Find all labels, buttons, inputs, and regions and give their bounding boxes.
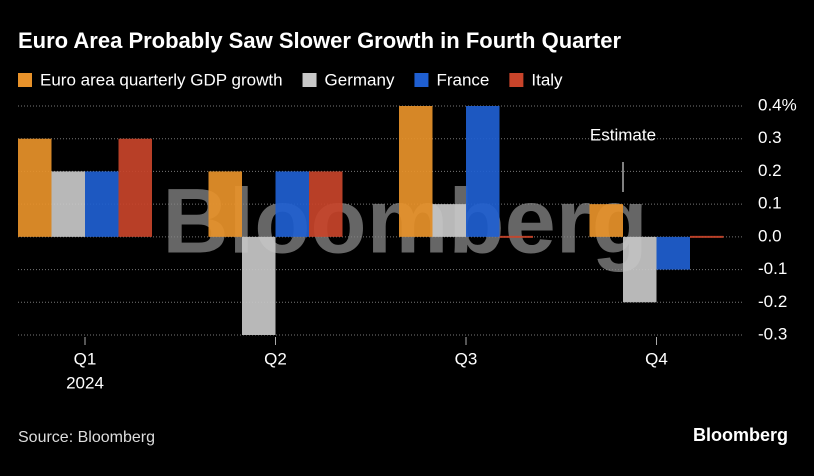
y-tick-label: 0.0 [758,226,782,245]
bar [51,171,85,237]
chart-title: Euro Area Probably Saw Slower Growth in … [18,28,621,53]
y-tick-label: 0.3 [758,128,782,147]
x-tick-label: Q3 [455,349,478,368]
legend-label: Germany [325,70,395,89]
x-year-label: 2024 [66,373,104,392]
y-tick-label: 0.2 [758,161,782,180]
bar [208,171,242,237]
bar [118,138,152,237]
bar [690,235,724,238]
bar [275,171,309,237]
x-tick-label: Q2 [264,349,287,368]
legend-swatch [414,73,429,87]
legend-label: Italy [531,70,563,89]
legend-swatch [302,73,317,87]
bar [623,236,657,303]
legend-label: France [436,70,489,89]
x-tick-label: Q1 [74,349,97,368]
bar [432,204,466,237]
bar [309,171,343,237]
legend-label: Euro area quarterly GDP growth [40,70,283,89]
y-tick-label: -0.3 [758,324,787,343]
bar [85,171,119,237]
bar [399,106,433,237]
legend-swatch [18,73,32,87]
source: Source: Bloomberg [18,429,155,446]
bar [466,106,500,237]
y-tick-label: -0.1 [758,259,787,278]
y-tick-label: -0.2 [758,292,787,311]
bar [242,236,276,335]
x-tick-label: Q4 [645,349,668,368]
bar [18,138,52,237]
bar [589,204,623,237]
annotation: Estimate [590,125,656,144]
y-tick-label: 0.4% [758,95,797,114]
legend-swatch [509,73,524,87]
bar [656,236,690,270]
bar [499,235,533,238]
logo: Bloomberg [693,425,788,445]
y-tick-label: 0.1 [758,194,782,213]
